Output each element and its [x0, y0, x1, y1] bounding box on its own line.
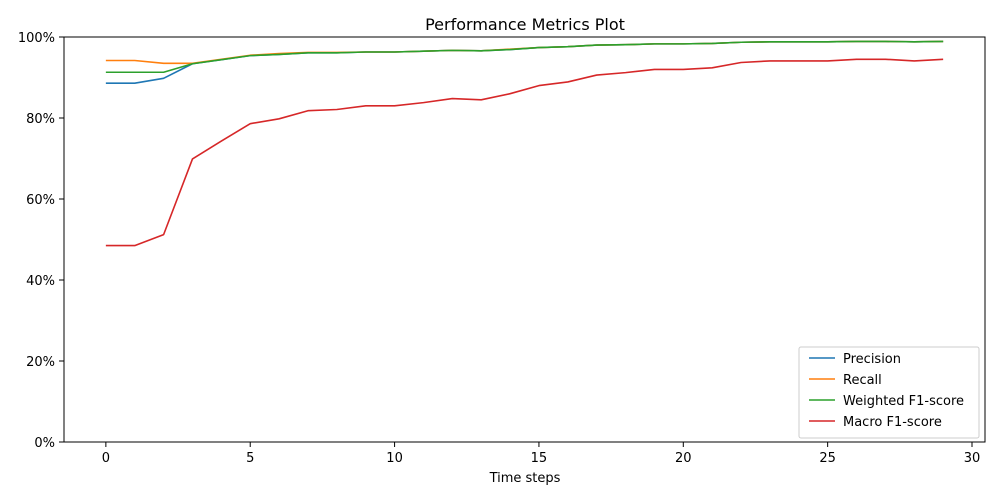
x-tick-label: 30	[964, 451, 981, 466]
x-tick-label: 15	[531, 451, 548, 466]
x-tick-label: 5	[246, 451, 254, 466]
series-line-macro-f1-score	[105, 58, 944, 247]
legend-label-recall: Recall	[843, 373, 882, 388]
plot-frame	[63, 36, 986, 443]
legend: Precision Recall Weighted F1-score Macro F1…	[798, 346, 980, 439]
chart-title: Performance Metrics Plot	[425, 15, 625, 34]
y-tick-label: 20%	[26, 355, 55, 370]
legend-items: Precision Recall Weighted F1-score Macro F1…	[809, 352, 964, 430]
series-line-recall	[105, 40, 944, 65]
y-tick-label: 100%	[18, 31, 55, 46]
legend-box	[798, 346, 980, 439]
legend-label-precision: Precision	[843, 352, 901, 367]
series-line-weighted-f1-score	[105, 40, 944, 74]
y-axis: 0% 20% 40% 60% 80% 100%	[18, 31, 64, 451]
x-tick-label: 25	[819, 451, 836, 466]
x-tick-label: 0	[102, 451, 110, 466]
y-tick-label: 40%	[26, 274, 55, 289]
series-layer	[105, 40, 944, 247]
y-tick-label: 60%	[26, 193, 55, 208]
x-tick-label: 10	[386, 451, 403, 466]
x-axis-title: Time steps	[489, 471, 561, 486]
legend-label-macro-f1-score: Macro F1-score	[843, 415, 942, 430]
y-tick-label: 80%	[26, 112, 55, 127]
y-tick-label: 0%	[34, 436, 55, 451]
legend-label-weighted-f1-score: Weighted F1-score	[843, 394, 964, 409]
x-axis: 0 5 10 15 20 25 30	[102, 442, 981, 466]
x-tick-label: 20	[675, 451, 692, 466]
